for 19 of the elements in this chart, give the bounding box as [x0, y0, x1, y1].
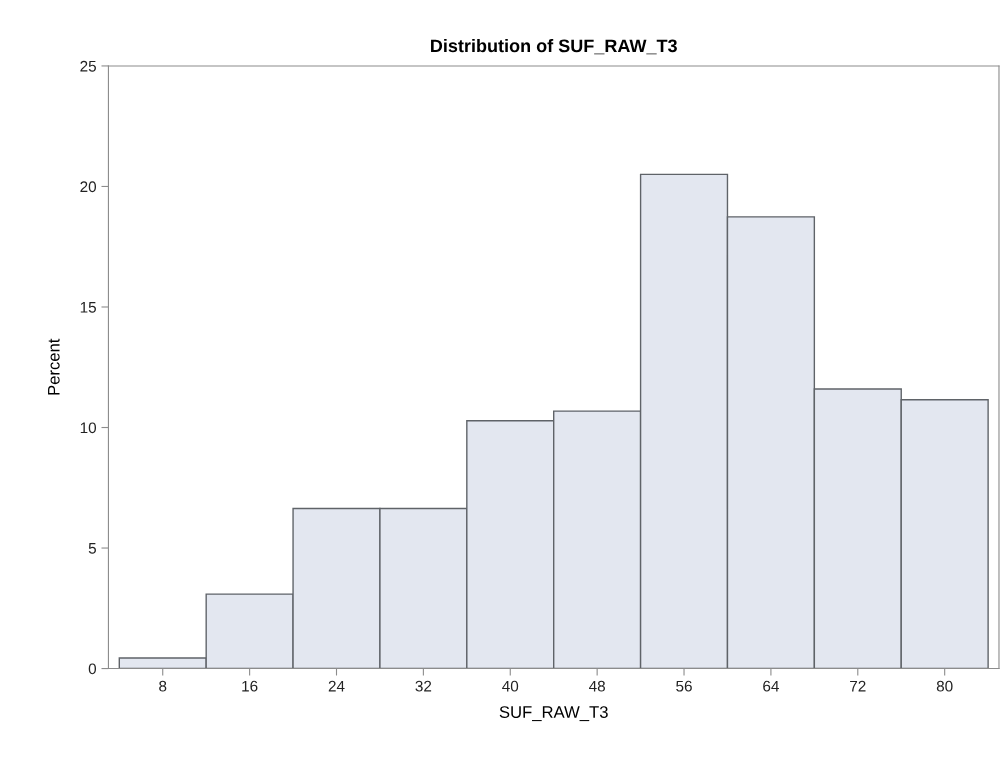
y-tick-label: 0: [88, 663, 97, 675]
y-tick-label: 20: [80, 181, 97, 193]
x-tick-label: 48: [589, 680, 605, 692]
x-axis-title: SUF_RAW_T3: [499, 706, 608, 722]
x-tick-label: 64: [763, 680, 779, 692]
x-tick-label: 8: [159, 680, 167, 692]
y-tick-label: 25: [80, 60, 96, 72]
chart-title: Distribution of SUF_RAW_T3: [431, 38, 677, 55]
y-tick-label: 5: [88, 543, 96, 554]
x-tick-label: 72: [850, 680, 866, 692]
x-tick-label: 40: [502, 680, 519, 692]
x-tick-label: 32: [415, 680, 432, 692]
x-tick-label: 24: [328, 680, 345, 692]
x-tick-label: 80: [936, 680, 953, 692]
y-tick-label: 15: [80, 302, 96, 313]
x-tick-label: 56: [676, 680, 692, 692]
y-axis-title: Percent: [48, 338, 60, 395]
x-tick-label: 16: [242, 680, 258, 692]
y-tick-label: 10: [80, 422, 97, 434]
